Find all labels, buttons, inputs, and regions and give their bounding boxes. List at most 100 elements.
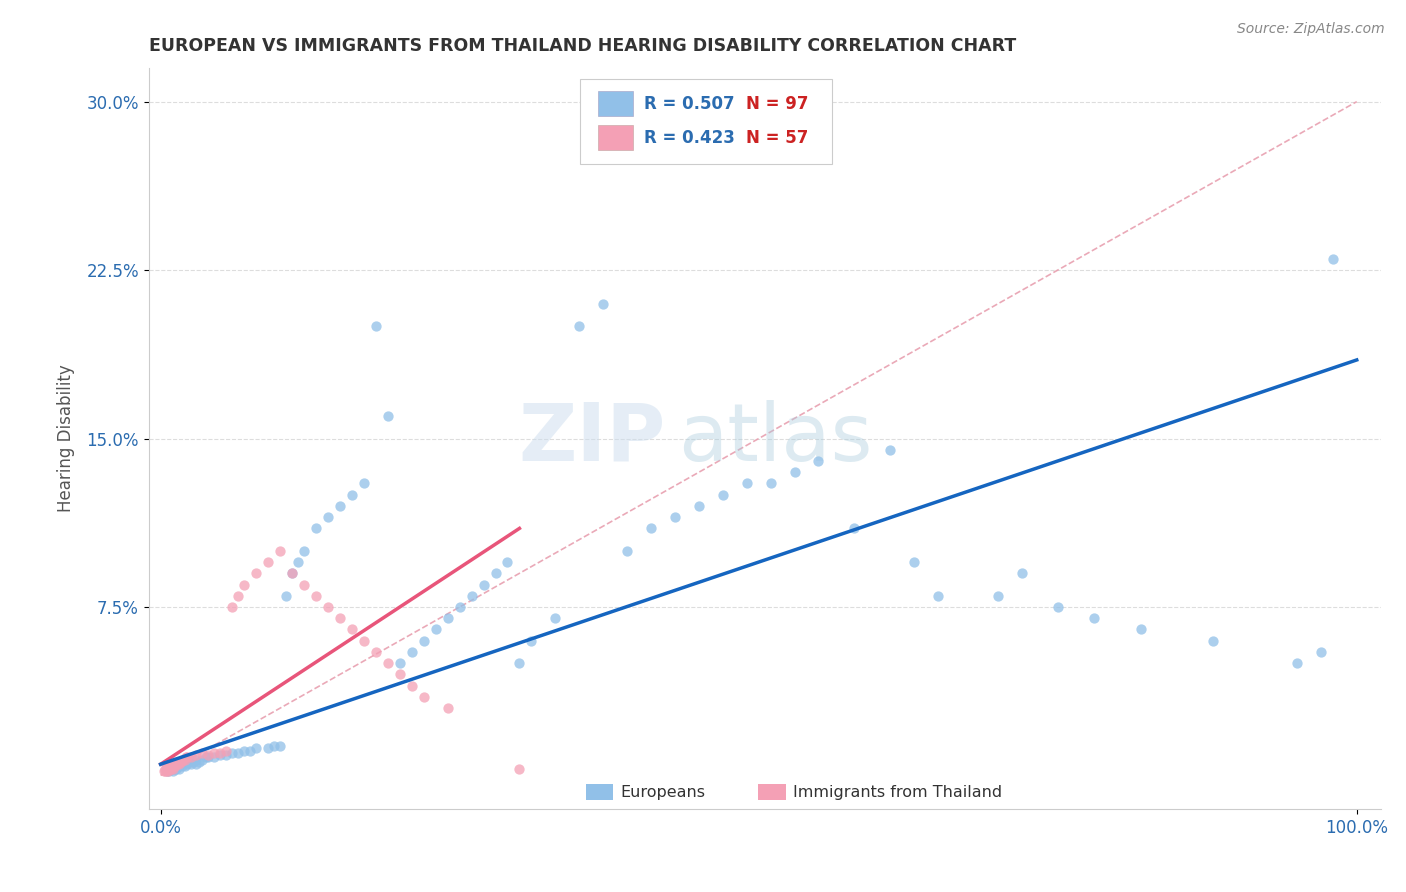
Point <box>174 750 197 764</box>
Point <box>155 759 177 773</box>
Point <box>163 759 186 773</box>
Point <box>688 499 710 513</box>
Point <box>1285 656 1308 670</box>
Point <box>160 759 183 773</box>
Point <box>170 755 193 769</box>
Point <box>157 759 180 773</box>
Point <box>1309 645 1331 659</box>
Text: R = 0.423: R = 0.423 <box>644 128 735 146</box>
Point <box>159 759 181 773</box>
Point <box>204 746 226 760</box>
Point <box>176 757 198 772</box>
Point <box>197 750 219 764</box>
Point <box>157 764 180 778</box>
Point <box>508 762 530 776</box>
Point <box>281 566 304 581</box>
Text: Europeans: Europeans <box>620 785 706 799</box>
Point <box>263 739 285 754</box>
Point <box>209 746 232 760</box>
Point <box>155 764 177 778</box>
Point <box>162 755 184 769</box>
Point <box>165 757 187 772</box>
Point <box>162 757 184 772</box>
Point <box>664 510 686 524</box>
Point <box>329 499 352 513</box>
Point <box>281 566 304 581</box>
Point <box>215 744 238 758</box>
Point <box>276 589 298 603</box>
Point <box>157 759 180 773</box>
Point <box>436 701 458 715</box>
Point <box>245 741 267 756</box>
Point <box>195 750 218 764</box>
Point <box>544 611 567 625</box>
Point <box>155 759 177 773</box>
Point <box>879 442 901 457</box>
Point <box>1130 623 1153 637</box>
Point <box>257 741 280 756</box>
Point <box>155 762 177 776</box>
Point <box>156 762 179 776</box>
Point <box>159 757 181 772</box>
Point <box>425 623 447 637</box>
Point <box>783 465 806 479</box>
Point <box>159 762 181 776</box>
Point <box>167 755 190 769</box>
Point <box>179 750 201 764</box>
Point <box>844 521 866 535</box>
Point <box>460 589 482 603</box>
Point <box>228 746 250 760</box>
Point <box>316 510 339 524</box>
Point <box>233 577 256 591</box>
Point <box>160 762 183 776</box>
Point <box>166 757 188 772</box>
Point <box>155 764 177 778</box>
Point <box>239 744 262 758</box>
Point <box>186 757 208 772</box>
Point <box>436 611 458 625</box>
Point <box>155 762 177 776</box>
Text: atlas: atlas <box>679 400 873 477</box>
Point <box>353 633 375 648</box>
Point <box>449 599 471 614</box>
Point <box>377 409 399 423</box>
Point <box>173 755 195 769</box>
Point <box>176 750 198 764</box>
Point <box>1046 599 1069 614</box>
Point <box>987 589 1010 603</box>
Point <box>305 521 328 535</box>
Point <box>179 757 201 772</box>
Point <box>165 762 187 776</box>
Text: N = 97: N = 97 <box>747 95 808 112</box>
Point <box>520 633 543 648</box>
Point <box>155 759 177 773</box>
Point <box>167 762 190 776</box>
Point <box>167 755 190 769</box>
Point <box>316 599 339 614</box>
Point <box>472 577 495 591</box>
Point <box>759 476 782 491</box>
Point <box>1322 252 1344 266</box>
Point <box>179 753 201 767</box>
Point <box>807 454 830 468</box>
Bar <box>599 125 633 150</box>
Text: ZIP: ZIP <box>519 400 666 477</box>
Point <box>568 319 591 334</box>
Point <box>592 297 614 311</box>
Point <box>173 753 195 767</box>
Point <box>187 755 209 769</box>
Point <box>927 589 949 603</box>
Bar <box>586 784 613 800</box>
Point <box>401 679 423 693</box>
FancyBboxPatch shape <box>579 79 832 164</box>
Point <box>388 667 411 681</box>
Point <box>292 544 315 558</box>
Point <box>1083 611 1105 625</box>
Point <box>340 623 363 637</box>
Point <box>496 555 519 569</box>
Point <box>287 555 309 569</box>
Point <box>215 748 238 763</box>
Point <box>186 748 208 763</box>
Point <box>172 755 194 769</box>
Point <box>153 764 176 778</box>
